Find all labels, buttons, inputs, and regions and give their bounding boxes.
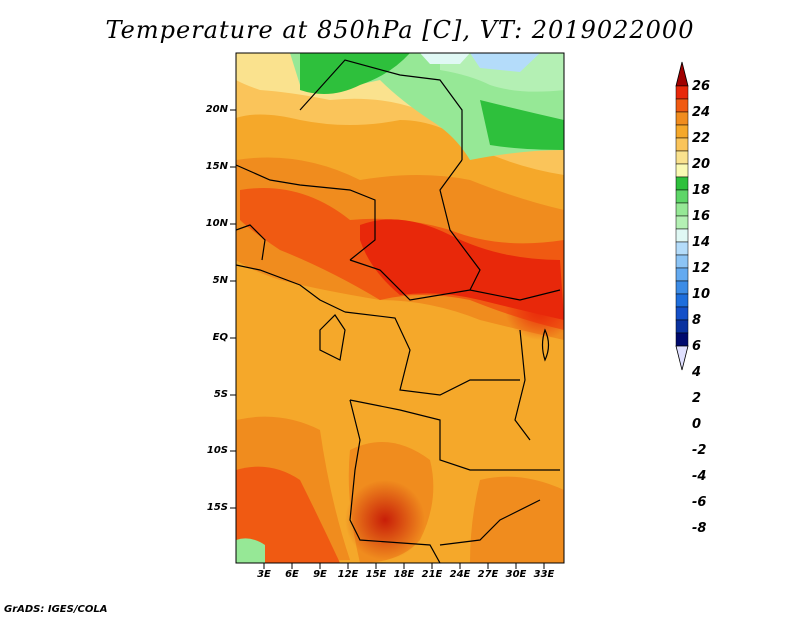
colorbar-label: 8 [692, 313, 702, 328]
colorbar-label: 24 [692, 105, 711, 120]
colorbar-label: 16 [692, 209, 711, 224]
lon-label: 6E [285, 569, 299, 580]
colorbar-segment [675, 215, 689, 230]
lon-label: 33E [533, 569, 555, 580]
colorbar-segment [675, 124, 689, 139]
colorbar-segment [675, 228, 689, 243]
colorbar-segment [675, 254, 689, 269]
colorbar-segment [675, 176, 689, 191]
lon-label: 9E [313, 569, 327, 580]
colorbar-segment [675, 280, 689, 295]
colorbar-label: 18 [692, 183, 711, 198]
lat-label: 15S [206, 502, 228, 513]
colorbar-label: 14 [692, 235, 711, 250]
colorbar-label: 6 [692, 339, 702, 354]
credit-text: GrADS: IGES/COLA [4, 604, 108, 615]
colorbar-label: -8 [692, 521, 707, 536]
lat-label: 5N [212, 275, 228, 286]
colorbar-segment [675, 241, 689, 256]
map-frame [235, 52, 565, 564]
lon-label: 21E [421, 569, 443, 580]
colorbar-label: 26 [692, 79, 711, 94]
colorbar-bottom-arrow [675, 345, 689, 371]
colorbar-label: 4 [692, 365, 702, 380]
colorbar-top-arrow [675, 61, 689, 87]
lon-label: 18E [393, 569, 415, 580]
colorbar-segment [675, 267, 689, 282]
lon-label: 27E [477, 569, 499, 580]
lon-label: 30E [505, 569, 527, 580]
colorbar-segment [675, 319, 689, 334]
colorbar-segment [675, 163, 689, 178]
lat-label: 15N [205, 161, 228, 172]
colorbar-segment [675, 293, 689, 308]
colorbar-segment [675, 202, 689, 217]
map-title: Temperature at 850hPa [C], VT: 201902200… [105, 16, 695, 44]
lat-label: 10S [206, 445, 228, 456]
lat-label: EQ [212, 332, 228, 343]
colorbar-label: 22 [692, 131, 711, 146]
colorbar-segment [675, 150, 689, 165]
colorbar-label: 12 [692, 261, 711, 276]
colorbar-label: 0 [692, 417, 702, 432]
colorbar-label: -6 [692, 495, 707, 510]
lat-label: 20N [205, 104, 228, 115]
colorbar-segment [675, 332, 689, 347]
lon-label: 12E [337, 569, 359, 580]
lon-label: 24E [449, 569, 471, 580]
colorbar [675, 61, 689, 371]
colorbar-label: -2 [692, 443, 707, 458]
lon-label: 3E [257, 569, 271, 580]
lat-label: 10N [205, 218, 228, 229]
axis-ticks [230, 109, 545, 569]
colorbar-label: 2 [692, 391, 702, 406]
temperature-field [236, 53, 564, 563]
colorbar-segment [675, 137, 689, 152]
colorbar-segment [675, 85, 689, 100]
lat-label: 5S [213, 389, 228, 400]
colorbar-label: 20 [692, 157, 711, 172]
colorbar-segment [675, 111, 689, 126]
colorbar-segment [675, 98, 689, 113]
lon-label: 15E [365, 569, 387, 580]
colorbar-segment [675, 189, 689, 204]
colorbar-label: 10 [692, 287, 711, 302]
colorbar-label: -4 [692, 469, 707, 484]
colorbar-segment [675, 306, 689, 321]
